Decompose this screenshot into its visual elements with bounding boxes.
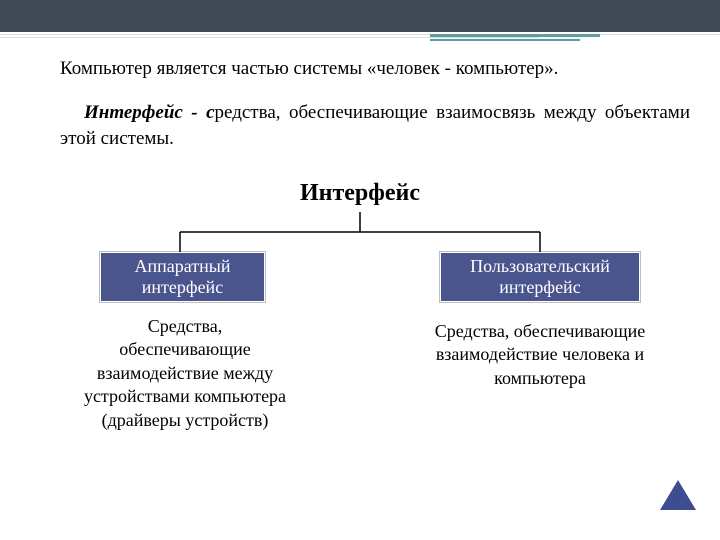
def-firstchar: с — [206, 102, 214, 123]
def-dash: - — [183, 102, 206, 123]
node-user-line1: Пользовательский — [470, 256, 610, 277]
def-term: Интерфейс — [84, 102, 183, 123]
topbar-dark — [0, 0, 720, 32]
node-hardware-line2: интерфейс — [134, 277, 230, 298]
definition-text: Интерфейс - средства, обеспечивающие вза… — [60, 100, 690, 151]
topbar-line-teal-2 — [430, 39, 580, 41]
diagram-title: Интерфейс — [0, 180, 720, 207]
topbar-line-light-1 — [0, 34, 720, 35]
node-hardware-interface: Аппаратный интерфейс — [100, 252, 265, 302]
node-user-line2: интерфейс — [470, 277, 610, 298]
node-hardware-line1: Аппаратный — [134, 256, 230, 277]
desc-hardware: Средства, обеспечивающие взаимодействие … — [80, 315, 290, 432]
node-user-interface: Пользовательский интерфейс — [440, 252, 640, 302]
slide: Компьютер является частью системы «челов… — [0, 0, 720, 540]
nav-triangle-icon[interactable] — [660, 480, 696, 510]
topbar-line-light-2 — [0, 37, 540, 38]
intro-text: Компьютер является частью системы «челов… — [60, 58, 690, 80]
desc-user: Средства, обеспечивающие взаимодействие … — [420, 320, 660, 390]
topbar-line-teal-1 — [430, 34, 600, 37]
